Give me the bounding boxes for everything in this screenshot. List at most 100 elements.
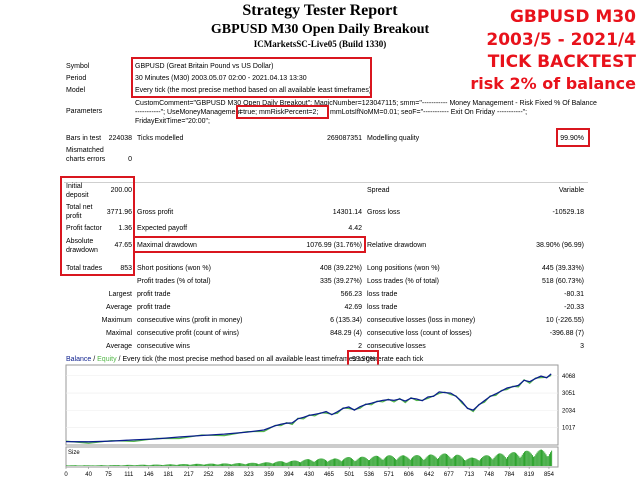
promo-dates: 2003/5 - 2021/4 xyxy=(486,30,636,50)
size-bar xyxy=(386,456,387,466)
size-bar xyxy=(369,459,371,466)
size-bar xyxy=(431,454,433,466)
size-bar xyxy=(101,465,102,466)
size-bar xyxy=(341,460,343,466)
size-bar xyxy=(547,456,549,466)
size-bar xyxy=(447,454,449,466)
size-bar xyxy=(479,459,481,466)
size-bar xyxy=(482,456,484,466)
size-bar xyxy=(244,464,246,466)
size-bar xyxy=(153,464,154,466)
size-bar xyxy=(329,460,331,466)
net-profit-value: 3771.96 xyxy=(106,209,132,216)
size-bar xyxy=(378,456,380,466)
size-bar xyxy=(142,464,144,466)
size-bar xyxy=(352,459,354,466)
maximal-cons-profit-value: 848.29 (4) xyxy=(330,330,362,337)
size-bar xyxy=(389,455,391,466)
size-bar xyxy=(191,464,193,466)
size-bar xyxy=(421,457,423,466)
x-tick-label: 713 xyxy=(464,472,475,478)
size-bar xyxy=(216,464,218,466)
size-bar xyxy=(294,460,296,466)
initial-deposit-value: 200.00 xyxy=(110,187,132,194)
mismatched-value: 0 xyxy=(128,156,132,163)
size-bar xyxy=(315,460,317,466)
size-bar xyxy=(164,464,166,466)
size-bar xyxy=(110,465,112,466)
size-bar xyxy=(75,465,76,466)
size-bar xyxy=(450,458,452,466)
size-bar xyxy=(318,458,320,466)
x-tick-label: 430 xyxy=(304,472,315,478)
size-bar xyxy=(251,462,253,466)
size-bar xyxy=(530,453,532,466)
size-bar xyxy=(261,463,263,466)
size-bar xyxy=(343,459,345,466)
size-bar xyxy=(284,462,286,466)
size-bar xyxy=(524,451,525,466)
y-tick-label: 4068 xyxy=(562,374,576,380)
size-bar xyxy=(219,463,221,466)
size-bar xyxy=(134,465,136,466)
expected-payoff-value: 4.42 xyxy=(348,225,362,232)
size-bar xyxy=(209,463,211,466)
size-bar xyxy=(538,450,540,466)
size-bar xyxy=(452,457,454,466)
size-bar xyxy=(121,465,123,466)
size-bar xyxy=(354,461,356,466)
size-bar xyxy=(70,465,72,466)
size-bar xyxy=(314,460,316,466)
size-bar xyxy=(498,453,499,466)
max-cons-losses-value: 10 (-226.55) xyxy=(545,317,584,324)
size-bar xyxy=(199,463,201,466)
size-bar xyxy=(249,463,251,466)
size-bar xyxy=(243,463,245,466)
size-bar xyxy=(298,462,300,466)
size-bar xyxy=(280,461,282,466)
size-bar xyxy=(84,465,85,466)
size-bar xyxy=(98,465,100,466)
size-bar xyxy=(90,465,92,466)
size-bar xyxy=(79,465,81,466)
y-tick-label: 1017 xyxy=(562,426,576,432)
quality-value: 99.90% xyxy=(560,135,584,142)
size-bar xyxy=(189,464,191,466)
size-bar xyxy=(163,464,165,466)
size-bar xyxy=(363,456,365,466)
x-tick-label: 252 xyxy=(204,472,215,478)
period-label: Period xyxy=(66,75,87,82)
size-bar xyxy=(351,458,352,466)
size-bar xyxy=(149,465,151,466)
size-bar xyxy=(112,465,114,466)
size-bar xyxy=(265,462,266,466)
size-bar xyxy=(302,460,304,466)
size-bar xyxy=(305,459,307,466)
size-bar xyxy=(239,463,240,466)
size-bar xyxy=(490,457,492,466)
size-bar xyxy=(246,463,248,466)
size-bar xyxy=(511,452,513,466)
y-tick-label: 2034 xyxy=(562,408,576,414)
size-bar xyxy=(320,458,322,466)
size-bar xyxy=(232,464,234,466)
size-bar xyxy=(516,453,518,466)
size-bar xyxy=(250,462,252,466)
size-bar xyxy=(326,460,328,466)
size-bar xyxy=(357,458,359,466)
size-bar xyxy=(483,456,485,466)
size-bar xyxy=(97,465,99,466)
size-bar xyxy=(472,457,473,466)
size-bar xyxy=(262,462,264,466)
x-tick-label: 75 xyxy=(105,472,112,478)
size-bar xyxy=(412,457,413,466)
size-bar xyxy=(413,456,415,466)
parameters-line-2c: mmLotsIfNoMM=0.01; seoF="----------- Exi… xyxy=(330,109,528,116)
average-profit-value: 42.69 xyxy=(344,304,362,311)
size-bar xyxy=(518,456,520,466)
size-bar xyxy=(331,459,333,466)
size-bar xyxy=(383,458,385,466)
size-bar xyxy=(461,457,463,466)
size-bar xyxy=(349,457,351,466)
size-bar xyxy=(485,455,487,466)
